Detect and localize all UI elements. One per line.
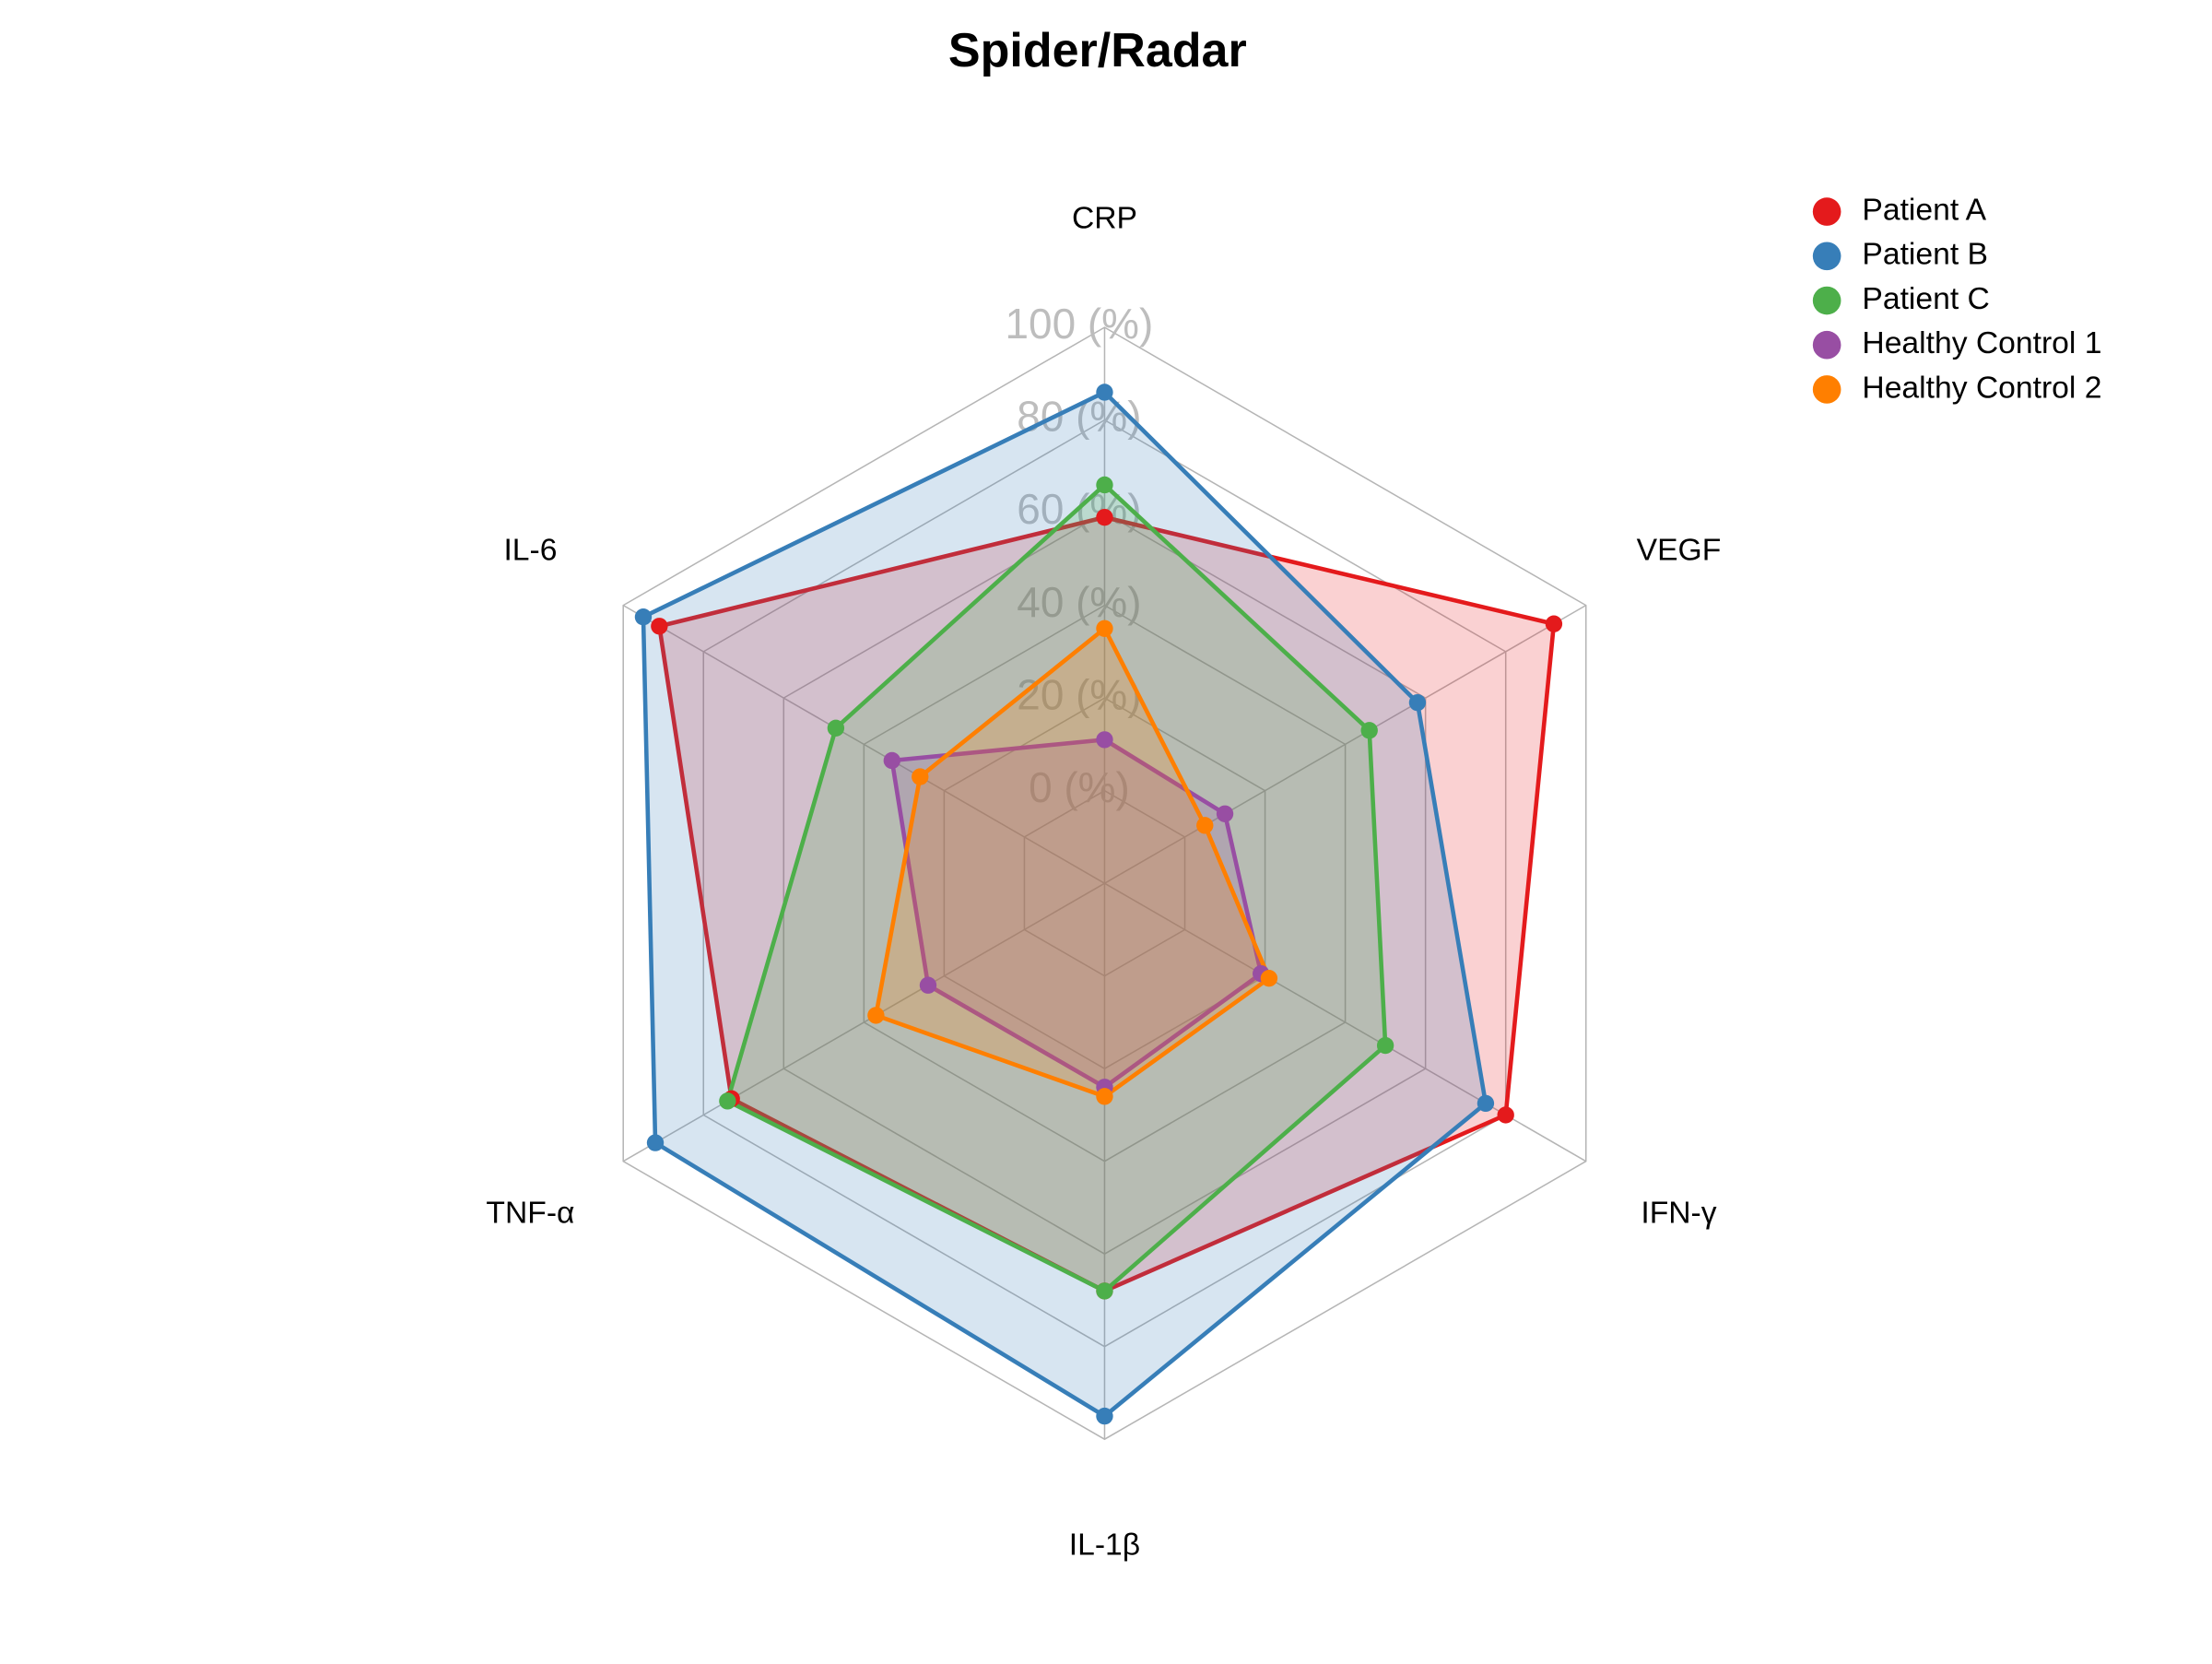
data-point <box>1216 805 1234 822</box>
legend-marker <box>1812 197 1841 226</box>
legend-label: Healthy Control 1 <box>1862 326 2101 360</box>
legend-label: Healthy Control 2 <box>1862 371 2101 405</box>
axis-label: VEGF <box>1637 533 1722 567</box>
r-tick-label: 100 (%) <box>1006 300 1154 348</box>
grid-line <box>702 419 1507 1348</box>
chart-title: Spider/Radar <box>948 24 1247 77</box>
data-point <box>827 719 845 737</box>
data-point <box>867 1007 885 1024</box>
grid-line <box>622 326 1587 1441</box>
legend-marker <box>1812 286 1841 315</box>
axis-label: IL-1β <box>1069 1528 1140 1562</box>
legend-label: Patient C <box>1862 282 1989 316</box>
data-point <box>1260 970 1278 987</box>
data-point <box>719 1092 736 1110</box>
data-point <box>1545 615 1563 632</box>
data-point <box>1497 1106 1514 1124</box>
data-point <box>1096 1088 1113 1105</box>
data-point <box>646 1134 665 1151</box>
data-point <box>634 608 653 626</box>
axis-label: IL-6 <box>503 533 557 567</box>
grid-line <box>782 512 1427 1256</box>
grid-line <box>863 604 1347 1162</box>
data-point <box>1096 731 1113 749</box>
data-point <box>912 768 929 785</box>
legend-label: Patient A <box>1862 193 1986 227</box>
data-point <box>1376 1036 1394 1055</box>
legend-marker <box>1812 242 1841 271</box>
data-point <box>883 751 900 770</box>
data-point <box>1096 1407 1113 1425</box>
data-point <box>1096 508 1113 526</box>
data-point <box>1096 620 1113 637</box>
r-tick-label: 0 (%) <box>1029 763 1130 811</box>
r-tick-label: 80 (%) <box>1017 393 1141 441</box>
r-tick-label: 40 (%) <box>1017 578 1141 626</box>
data-point <box>1360 722 1378 739</box>
legend-marker <box>1812 375 1841 404</box>
data-point <box>651 618 668 635</box>
data-point <box>1196 817 1214 834</box>
data-point <box>1477 1094 1495 1113</box>
grid-line <box>943 697 1266 1070</box>
r-tick-label: 20 (%) <box>1017 670 1141 718</box>
data-point <box>919 976 937 994</box>
grid-line <box>1023 789 1186 977</box>
data-point <box>1096 476 1113 494</box>
data-point <box>1408 693 1427 712</box>
axis-label: TNF-α <box>486 1197 574 1231</box>
data-point <box>1096 384 1113 401</box>
axis-label: IFN-γ <box>1641 1197 1716 1231</box>
legend-marker <box>1812 330 1841 360</box>
data-point <box>1096 1282 1113 1300</box>
legend-label: Patient B <box>1862 238 1988 272</box>
axis-label: CRP <box>1072 202 1137 236</box>
